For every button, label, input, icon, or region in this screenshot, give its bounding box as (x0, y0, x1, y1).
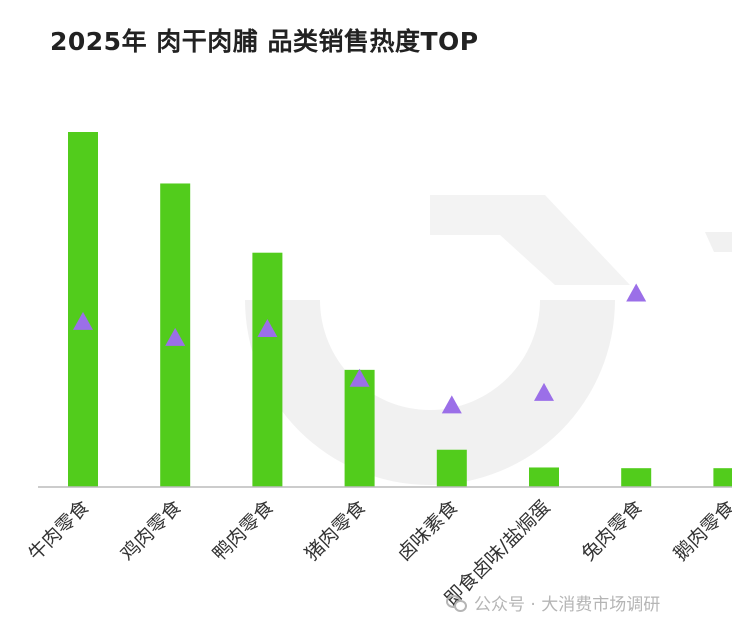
x-tick-label: 鸭肉零食 (209, 496, 278, 565)
triangle-marker-1 (73, 311, 93, 330)
bar-1 (68, 132, 98, 487)
x-tick-label: 鹅肉零食 (670, 496, 732, 565)
watermark: 公众号 · 大消费市场调研 (446, 590, 660, 615)
triangle-marker-6 (534, 382, 554, 401)
bar-8 (713, 468, 732, 487)
background-logo-decoration (245, 195, 732, 485)
bar-3 (252, 252, 283, 487)
triangle-marker-3 (257, 319, 278, 338)
bar-7 (621, 468, 652, 487)
x-tick-label: 卤味素食 (393, 496, 462, 565)
chart-title: 2025年 肉干肉脯 品类销售热度TOP (50, 27, 479, 56)
bar-6 (529, 467, 559, 487)
triangle-marker-2 (165, 327, 186, 346)
x-tick-label: 鸡肉零食 (116, 496, 185, 565)
x-tick-label: 兔肉零食 (577, 496, 646, 565)
triangle-marker-4 (349, 368, 370, 387)
triangle-marker-7 (626, 283, 647, 302)
bar-4 (344, 369, 375, 487)
wechat-icon (446, 594, 467, 612)
x-tick-label: 牛肉零食 (24, 496, 93, 565)
watermark-text: 公众号 · 大消费市场调研 (474, 595, 661, 615)
bar-5 (436, 449, 467, 487)
x-tick-label: 猪肉零食 (301, 496, 370, 565)
triangle-marker-5 (441, 395, 462, 414)
